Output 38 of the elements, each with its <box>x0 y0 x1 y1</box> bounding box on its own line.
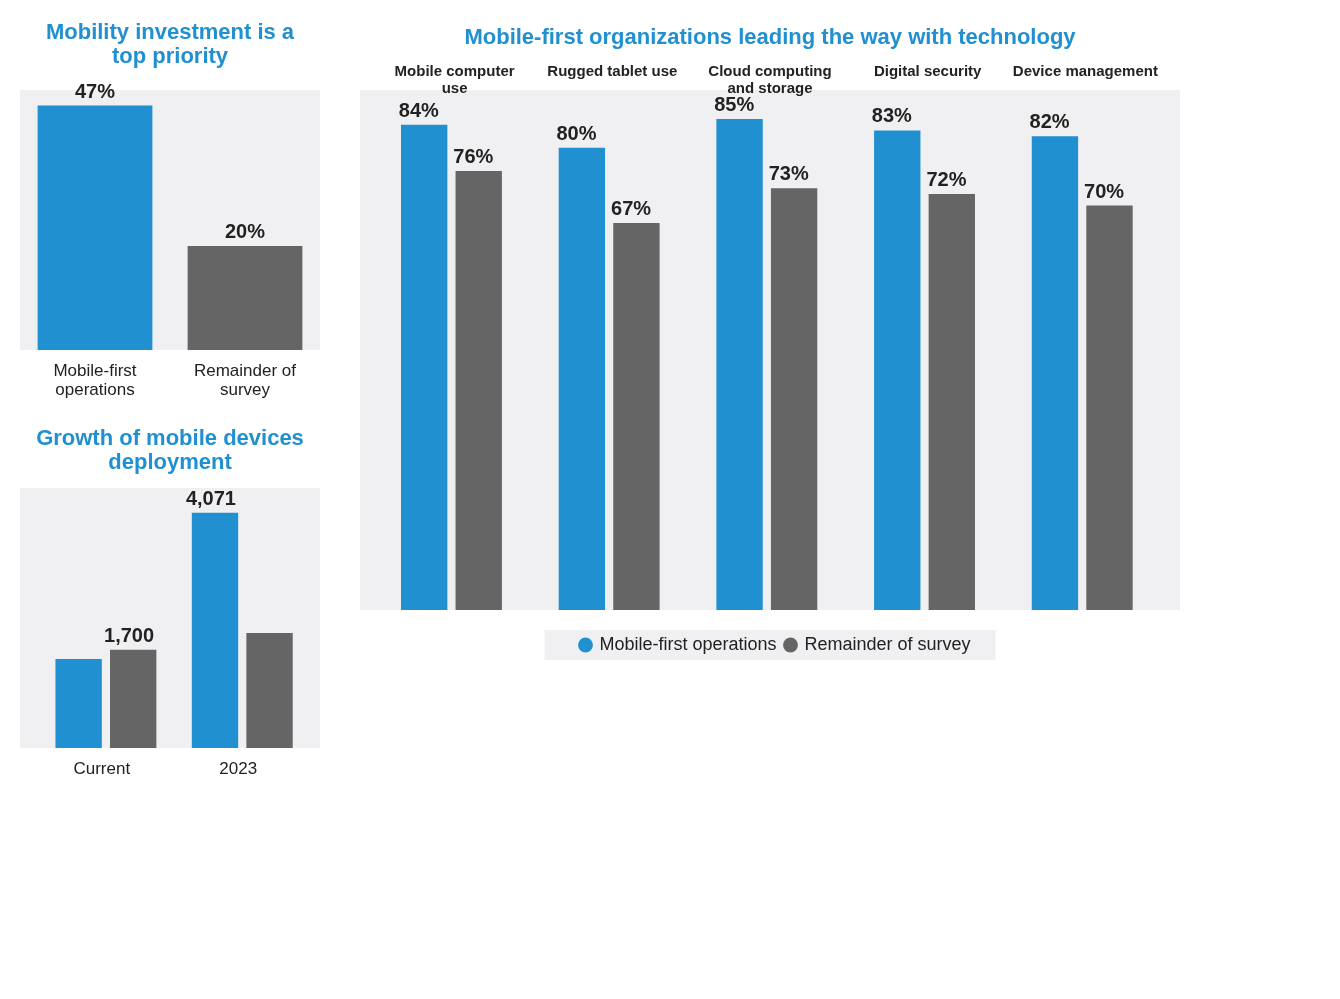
data-label: 76% <box>453 144 494 167</box>
data-label: 80% <box>556 121 597 144</box>
chart-title: Mobile-first organizations leading the way with technology <box>464 24 1077 49</box>
x-tick-label: Device management <box>1012 61 1158 79</box>
data-label: 72% <box>926 168 967 190</box>
bar <box>110 649 157 748</box>
bar <box>613 222 660 610</box>
x-tick-label: Digital security <box>873 61 983 79</box>
chart-title: Growth of mobile devices deployment <box>36 425 304 474</box>
x-tick-label: Mobile computer use <box>394 61 515 96</box>
data-label: 1,700 <box>104 623 155 646</box>
bar <box>1031 136 1079 610</box>
data-label: 47% <box>74 79 116 102</box>
bar <box>1086 205 1133 610</box>
legend-label: Remainder of survey <box>804 634 971 654</box>
x-tick-label: Current <box>73 758 131 778</box>
bar <box>716 118 763 610</box>
legend-label: Mobile-first operations <box>599 634 777 654</box>
data-label: 73% <box>768 162 809 185</box>
data-label: 67% <box>611 196 652 219</box>
bar <box>928 194 975 610</box>
data-label: 4,071 <box>185 486 236 509</box>
bar <box>558 147 606 610</box>
data-label: 83% <box>871 104 913 127</box>
bar <box>246 633 293 748</box>
data-label: 82% <box>1029 110 1070 133</box>
data-label: 70% <box>1084 179 1125 202</box>
bar <box>55 659 102 748</box>
x-tick-label: 2023 <box>219 758 258 778</box>
bar <box>401 124 448 610</box>
data-label: 20% <box>224 220 266 242</box>
bar <box>770 188 818 610</box>
bar <box>191 512 239 748</box>
x-tick-label: Rugged tablet use <box>547 61 678 79</box>
bar <box>874 130 921 610</box>
chart-title: Mobility investment is a top priority <box>45 18 295 68</box>
data-label: 84% <box>398 98 440 121</box>
bar <box>455 170 502 610</box>
